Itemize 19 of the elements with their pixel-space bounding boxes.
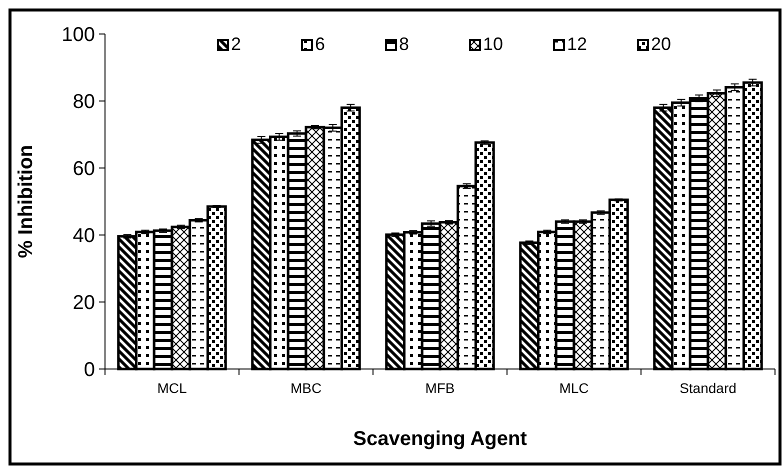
- legend-label: 12: [567, 34, 588, 54]
- y-tick-label: 80: [72, 91, 95, 113]
- legend-label: 6: [315, 34, 326, 54]
- y-tick-label: 60: [72, 158, 95, 180]
- x-tick-label: MBC: [290, 380, 322, 396]
- y-tick-label: 20: [72, 292, 95, 314]
- x-tick-label: Standard: [680, 380, 736, 396]
- legend-label: 8: [399, 34, 410, 54]
- legend-label: 2: [231, 34, 242, 54]
- legend-label: 20: [651, 34, 672, 54]
- y-axis-title: % Inhibition: [15, 144, 37, 258]
- x-tick-label: MFB: [425, 380, 455, 396]
- x-axis-title: Scavenging Agent: [353, 428, 528, 450]
- y-tick-label: 100: [62, 24, 95, 46]
- y-tick-label: 40: [72, 225, 95, 247]
- legend-label: 10: [483, 34, 504, 54]
- x-tick-label: MCL: [157, 380, 187, 396]
- y-tick-label: 0: [84, 359, 95, 381]
- x-tick-label: MLC: [559, 380, 589, 396]
